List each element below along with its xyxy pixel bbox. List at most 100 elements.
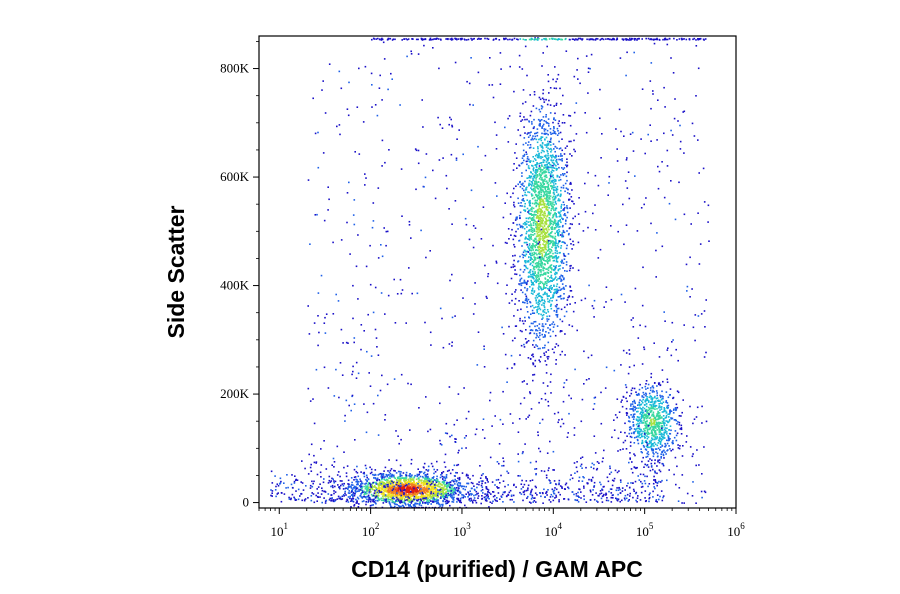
event-dot [323,366,326,369]
event-dot [524,194,526,196]
event-dot [545,154,547,157]
event-dot [472,246,475,249]
event-dot [557,277,559,280]
event-dot [546,298,549,300]
event-dot [390,488,393,491]
event-dot [542,52,544,54]
event-dot [553,241,555,243]
event-dot [550,164,553,167]
event-dot [532,261,534,263]
event-dot [626,391,628,394]
event-dot [557,296,560,298]
event-dot [448,481,451,484]
event-dot [361,500,364,503]
event-dot [538,174,541,176]
event-dot [539,251,541,254]
event-dot [617,450,619,452]
event-dot [363,493,365,496]
event-dot [411,495,413,497]
event-dot [542,149,544,152]
event-dot [539,201,542,203]
event-dot [637,407,639,409]
event-dot [405,322,407,324]
event-dot [654,436,656,438]
event-dot [529,391,531,393]
event-dot [539,120,541,123]
event-dot [550,180,553,182]
event-dot [545,241,548,244]
event-dot [486,479,489,481]
event-dot [542,222,544,225]
event-dot [660,398,663,400]
event-dot [555,222,558,225]
event-dot [556,291,559,293]
event-dot [546,320,549,322]
event-dot [560,207,563,209]
event-dot [538,204,541,206]
event-dot [569,124,572,127]
event-dot [392,485,394,488]
event-dot [528,316,530,318]
event-dot [518,239,521,242]
event-dot [562,231,565,234]
event-dot [559,220,561,222]
event-dot [647,406,650,409]
event-dot [549,190,551,192]
event-dot [463,437,466,439]
event-dot [533,268,536,271]
event-dot [515,157,518,159]
event-dot [356,483,358,486]
event-dot [552,244,555,247]
event-dot [564,255,567,257]
event-dot [547,300,549,303]
event-dot [534,214,536,216]
event-dot [652,443,654,445]
event-dot [604,387,607,389]
event-dot [545,196,548,198]
event-dot [656,385,658,387]
event-dot [652,438,654,441]
event-dot [632,410,635,412]
event-dot [449,495,452,498]
event-dot [521,253,524,256]
event-dot [653,414,655,417]
event-dot [347,492,350,494]
event-dot [547,311,550,313]
event-dot [641,460,643,463]
event-dot [519,115,521,118]
event-dot [559,353,562,356]
event-dot [388,493,390,496]
event-dot [518,214,521,217]
event-dot [531,247,534,250]
event-dot [657,418,659,421]
event-dot [554,180,556,183]
event-dot [535,266,538,269]
event-dot [533,126,535,128]
event-dot [363,403,365,405]
event-dot [558,228,560,231]
event-dot [489,391,492,394]
event-dot [436,502,438,504]
event-dot [653,396,656,399]
event-dot [532,244,534,247]
event-dot [536,182,538,185]
event-dot [541,220,543,223]
event-dot [555,260,558,263]
event-dot [545,372,548,374]
event-dot [538,192,541,195]
event-dot [536,311,538,314]
event-dot [423,490,425,492]
event-dot [633,387,636,390]
event-dot [469,478,471,480]
event-dot [556,175,559,177]
event-dot [654,430,657,432]
event-dot [632,421,634,423]
event-dot [525,223,528,225]
event-dot [672,396,675,399]
event-dot [432,494,434,497]
event-dot [390,485,392,487]
event-dot [528,175,531,177]
event-dot [436,475,438,478]
event-dot [649,441,651,443]
event-dot [625,412,628,414]
